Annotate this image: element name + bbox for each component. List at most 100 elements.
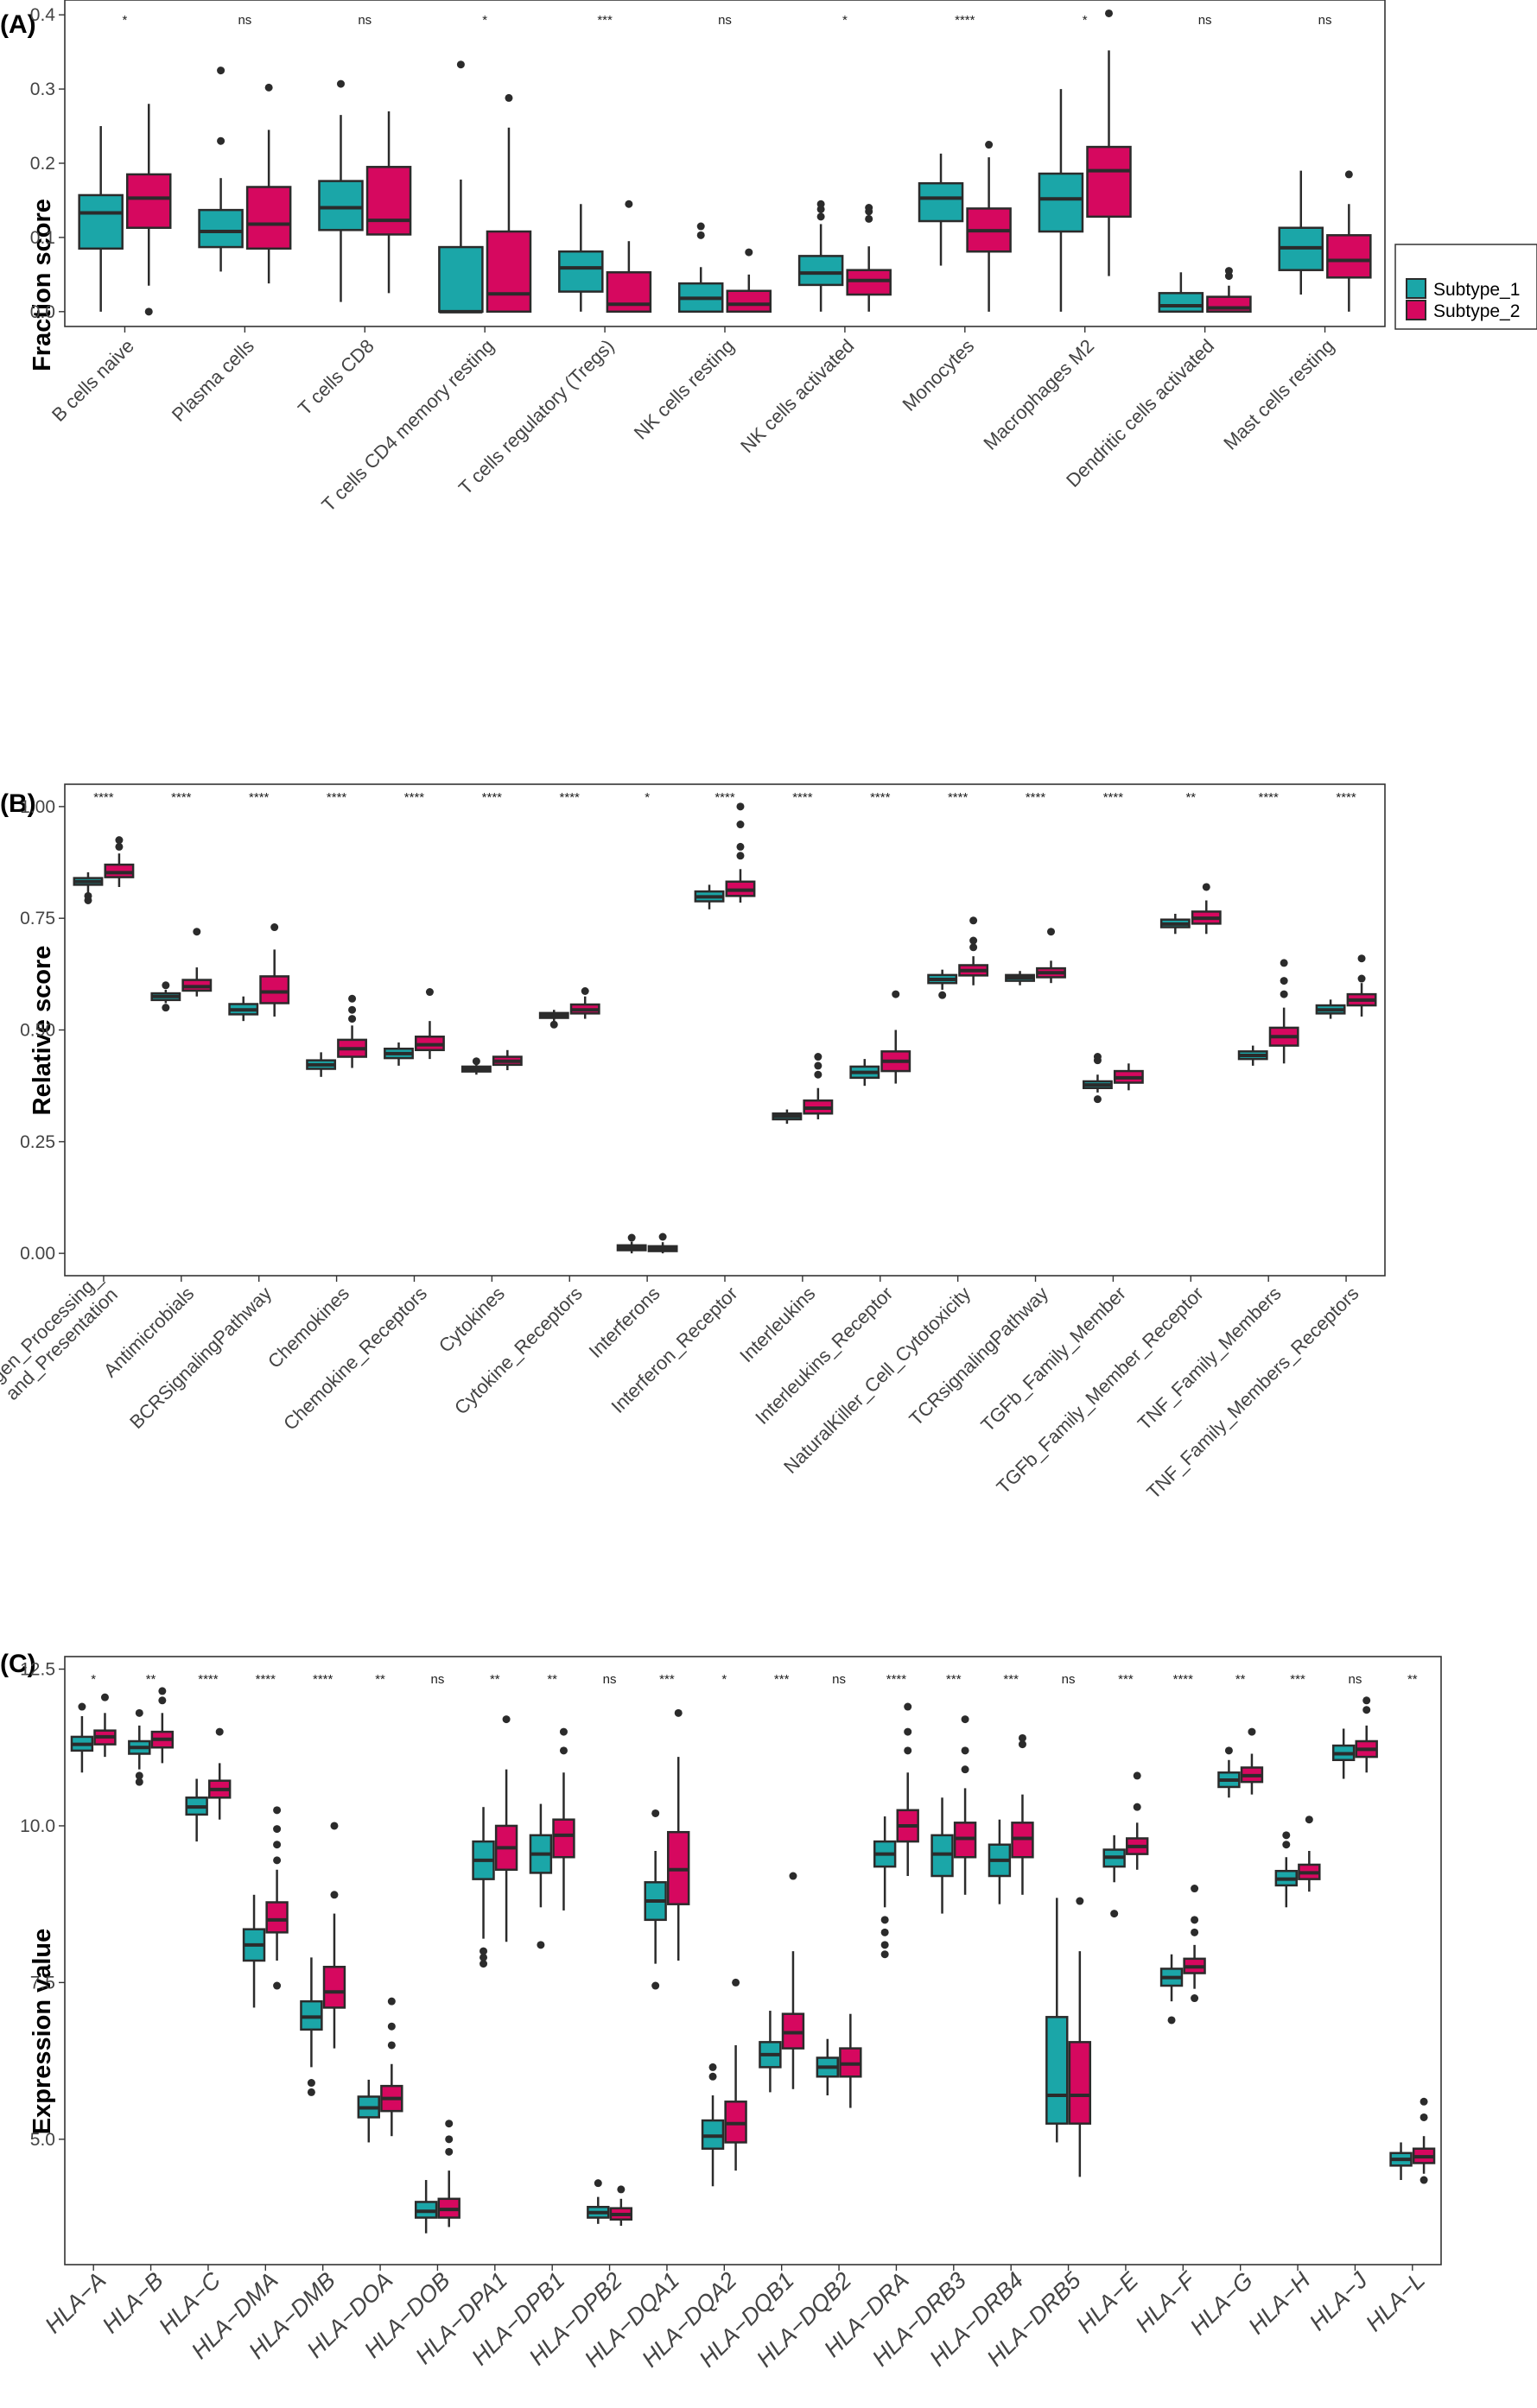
outlier-point [961, 1746, 969, 1755]
panel-c-significance-hla-h: *** [1290, 1672, 1305, 1687]
panel-a-box-subtype-2-b-cells-naive [125, 104, 172, 316]
outlier-point [969, 936, 978, 945]
panel-c-box-subtype-1-hla-f [1159, 1954, 1184, 2025]
panel-c-box-subtype-2-hla-dpb1 [552, 1727, 575, 1911]
box-iqr [1045, 2016, 1069, 2125]
outlier-point [1305, 1816, 1313, 1824]
panel-b-significance-naturalkiller-cell-cytotoxicity: **** [948, 790, 969, 805]
outlier-point [625, 200, 633, 208]
outlier-point [162, 1004, 170, 1012]
outlier-point [1344, 170, 1353, 179]
panel-c-significance-hla-dqa2: * [721, 1672, 727, 1687]
panel-c-box-subtype-2-hla-h [1298, 1816, 1321, 1892]
outlier-point [330, 1891, 339, 1899]
outlier-point [904, 1727, 912, 1736]
panel-c-box-subtype-1-hla-drb5 [1045, 1898, 1069, 2143]
outlier-point [1133, 1771, 1141, 1780]
panel-c-box-subtype-1-hla-dpb2 [587, 2179, 610, 2224]
panel-b-significance-tcrsignalingpathway: **** [1026, 790, 1046, 805]
panel-b-significance-tnf-family-members: **** [1258, 790, 1279, 805]
panel-c-significance-hla-drb4: *** [1003, 1672, 1019, 1687]
panel-a-box-subtype-1-nk-cells-resting [677, 222, 724, 314]
box-iqr [1038, 172, 1084, 233]
outlier-point [84, 891, 92, 900]
panel-a-box-subtype-2-mast-cells-resting [1326, 170, 1372, 312]
legend-label-subtype-1: Subtype_1 [1433, 280, 1520, 300]
outlier-point [549, 1020, 558, 1029]
outlier-point [273, 1856, 282, 1865]
outlier-point [816, 212, 825, 221]
outlier-point [445, 2120, 454, 2128]
outlier-point [115, 842, 124, 851]
outlier-point [696, 231, 705, 239]
outlier-point [425, 988, 434, 997]
outlier-point [1420, 2113, 1428, 2121]
outlier-point [307, 2088, 315, 2096]
outlier-point [135, 1708, 143, 1717]
panel-a-box-subtype-1-t-cells-regulatory-tregs [558, 204, 604, 312]
panel-c-box-subtype-1-hla-drb4 [988, 1819, 1012, 1904]
panel-c-y-tick-label: 5.0 [30, 2130, 55, 2150]
panel-c-box-subtype-2-hla-dra [896, 1702, 919, 1877]
outlier-point [480, 1960, 488, 1968]
outlier-point [1420, 2097, 1428, 2106]
panel-c-box-subtype-1-hla-c [185, 1778, 208, 1842]
panel-c-box-subtype-1-hla-h [1274, 1831, 1298, 1908]
outlier-point [348, 1015, 357, 1023]
outlier-point [581, 986, 589, 995]
outlier-point [961, 1715, 969, 1724]
panel-b-box-subtype-2-naturalkiller-cell-cytotoxicity [958, 916, 989, 985]
panel-c-box-subtype-2-hla-dpa1 [494, 1715, 518, 1942]
panel-a-significance-monocytes: **** [955, 13, 975, 28]
box-iqr [726, 289, 772, 314]
panel-b-box-subtype-2-tnf-family-members [1268, 959, 1299, 1064]
panel-b-box-subtype-1-tnf-family-members [1237, 1045, 1268, 1066]
box-iqr [78, 193, 124, 250]
panel-c-box-subtype-1-hla-g [1217, 1746, 1241, 1798]
panel-c-y-axis-title: Expression value [29, 1929, 56, 2135]
panel-a-significance-macrophages-m2: * [1083, 13, 1088, 28]
panel-a-y-tick-label: 0.1 [30, 228, 55, 248]
outlier-point [273, 1806, 282, 1815]
outlier-point [270, 923, 279, 932]
outlier-point [736, 842, 745, 851]
panel-a-significance-mast-cells-resting: ns [1318, 13, 1332, 28]
outlier-point [865, 214, 873, 223]
panel-c-significance-hla-f: **** [1173, 1672, 1194, 1687]
outlier-point [627, 1233, 636, 1242]
panel-b-significance-interferon-receptor: **** [715, 790, 735, 805]
panel-b-box-subtype-1-tgfb-family-member [1083, 1053, 1113, 1104]
panel-c-box-subtype-1-hla-l [1389, 2142, 1413, 2181]
outlier-point [387, 2041, 396, 2050]
panel-a-box-subtype-1-nk-cells-activated [797, 200, 844, 312]
panel-c-significance-hla-b: ** [146, 1672, 156, 1687]
outlier-point [708, 2063, 717, 2071]
panel-c-significance-hla-l: ** [1407, 1672, 1418, 1687]
outlier-point [1280, 959, 1288, 967]
outlier-point [594, 2179, 602, 2188]
box-iqr [259, 975, 290, 1004]
panel-b-significance-chemokines: **** [327, 790, 347, 805]
legend-swatch-subtype-1 [1406, 278, 1426, 299]
panel-b-box-subtype-2-interferon-receptor [725, 802, 756, 903]
outlier-point [217, 67, 225, 75]
outlier-point [658, 1233, 667, 1241]
panel-b-box-subtype-1-tgfb-family-member-receptor [1159, 914, 1191, 935]
panel-b-significance-bcrsignalingpathway: **** [249, 790, 270, 805]
panel-b-box-subtype-2-chemokine-receptors [415, 988, 445, 1060]
panel-b-box-subtype-1-cytokines [460, 1057, 492, 1075]
outlier-point [387, 1997, 396, 2006]
outlier-point [480, 1947, 488, 1955]
panel-a-box-subtype-1-plasma-cells [198, 67, 244, 272]
outlier-point [651, 1809, 660, 1817]
panel-a-box-subtype-2-nk-cells-activated [846, 204, 892, 312]
panel-c-box-subtype-1-hla-dqb1 [759, 2011, 782, 2093]
panel-a-significance-plasma-cells: ns [238, 13, 251, 28]
panel-b-box-subtype-1-interleukins-receptor [849, 1059, 880, 1087]
panel-b-box-subtype-1-bcrsignalingpathway [228, 996, 259, 1022]
panel-c-box-subtype-2-hla-dqa1 [667, 1708, 690, 1961]
panel-b-label: (B) [0, 789, 36, 818]
outlier-point [559, 1746, 568, 1755]
box-iqr [558, 250, 604, 293]
panel-a-y-tick-label: 0.4 [30, 5, 56, 25]
